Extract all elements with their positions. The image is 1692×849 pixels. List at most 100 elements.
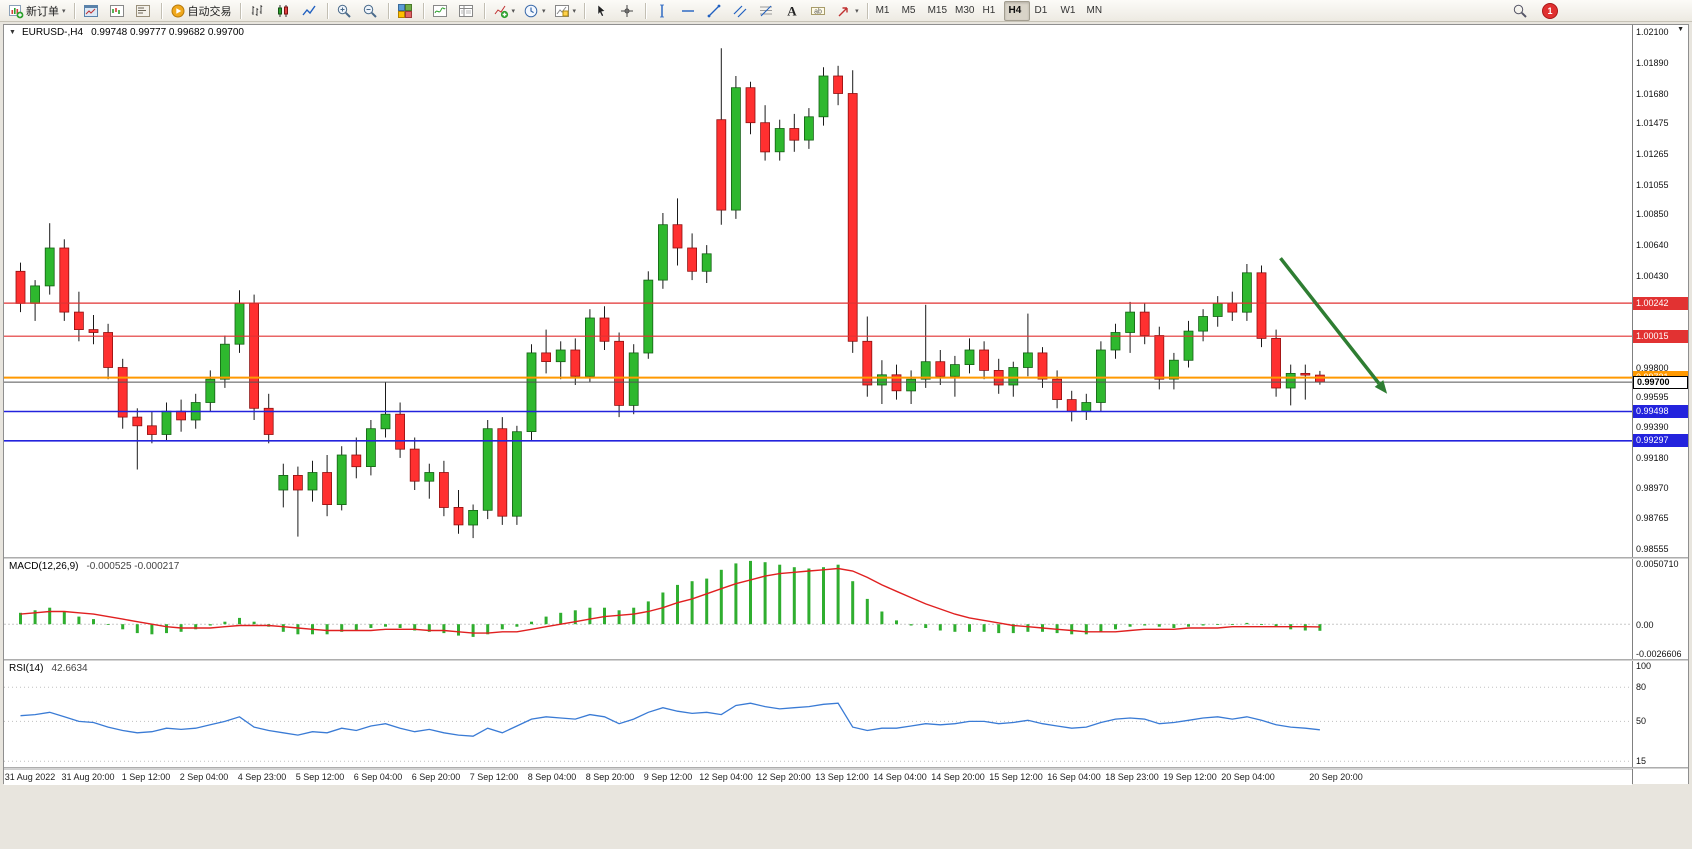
price-chart[interactable] [4,25,1632,557]
macd-bar [1172,624,1176,628]
timeframe-m1[interactable]: M1 [872,1,898,21]
macd-axis-label: -0.0026606 [1636,649,1682,659]
panel-separator-time[interactable] [4,767,1688,769]
macd-plot-area[interactable] [4,559,1632,659]
price-axis-label: 0.99390 [1636,422,1669,432]
new-order-icon [8,3,24,19]
label-button[interactable]: ab [806,1,832,21]
fibonacci-button[interactable] [754,1,780,21]
macd-bar [573,610,577,625]
symbol-period-label: EURUSD-,H4 [21,27,84,38]
macd-bar [515,624,519,627]
timeframe-m15[interactable]: M15 [924,1,951,21]
current-price-tag[interactable]: 0.99700 [1633,376,1688,389]
axis-corner [1632,769,1688,784]
zoom-out-button[interactable] [358,1,384,21]
text-button[interactable]: A [780,1,806,21]
price-axis-label: 1.01265 [1636,149,1669,159]
crosshair-button[interactable] [615,1,641,21]
trend-arrow[interactable] [1279,257,1381,385]
timeframe-w1[interactable]: W1 [1056,1,1082,21]
macd-bar [457,624,460,636]
candle-body [146,425,157,435]
macd-bar [1245,622,1249,625]
timeframe-mn[interactable]: MN [1082,1,1108,21]
timeframe-d1[interactable]: D1 [1030,1,1056,21]
macd-bar [938,624,942,631]
price-axis-label: 1.00850 [1636,209,1669,219]
auto-trading-button[interactable]: 自动交易 [166,1,236,21]
price-axis[interactable]: ▼ 1.02100 1.01890 1.01680 1.01475 1.01265 1.0… [1632,25,1688,557]
time-axis-label: 16 Sep 04:00 [1047,772,1101,782]
macd-bar [836,564,840,625]
candle-body [438,472,449,508]
trendline-button[interactable] [702,1,728,21]
data-window-button[interactable] [454,1,480,21]
caret-down-icon: ▾ [542,7,546,15]
vline-icon [654,3,670,19]
price-tag[interactable]: 0.99498 [1633,405,1688,418]
macd-bar [296,624,300,635]
timeframe-m5[interactable]: M5 [898,1,924,21]
cursor-button[interactable] [589,1,615,21]
periods-button[interactable]: ▾ [519,1,550,21]
cursor-icon [593,3,609,19]
candle-body [322,472,333,505]
timeframe-h1[interactable]: H1 [978,1,1004,21]
macd-bar [617,610,621,625]
search-button[interactable] [1508,1,1534,21]
macd-axis[interactable]: 0.0050710 0.00 -0.0026606 [1632,559,1688,659]
timeframe-m30[interactable]: M30 [951,1,978,21]
toolbar-separator [239,2,241,19]
price-tag[interactable]: 1.00242 [1633,297,1688,310]
macd-bar [530,621,533,625]
candle-body [555,349,566,363]
vline-button[interactable] [650,1,676,21]
templates-button[interactable]: ▾ [550,1,581,21]
candle-body [628,352,639,406]
bar-chart-button[interactable] [245,1,271,21]
candle-body [219,343,230,380]
candle-body [424,472,435,482]
hline-button[interactable] [676,1,702,21]
macd-chart[interactable] [4,559,1632,659]
rsi-axis[interactable]: 100 80 50 15 [1632,661,1688,767]
time-axis[interactable]: 31 Aug 2022 31 Aug 20:00 1 Sep 12:00 2 Sep … [4,769,1632,785]
candle-body [278,474,289,491]
price-plot-area[interactable] [4,25,1632,557]
candle-chart-button[interactable] [271,1,297,21]
toolbar-separator [584,2,586,19]
notifications-badge[interactable]: 1 [1542,2,1558,19]
candle-body [1271,337,1281,389]
zoom-in-button[interactable] [332,1,358,21]
candle-body [74,311,84,331]
market-watch-button[interactable] [79,1,105,21]
navigator-button[interactable] [131,1,157,21]
new-order-button[interactable]: 新订单 ▾ [4,1,70,21]
collapse-icon[interactable]: ▼ [9,29,16,36]
line-chart-button[interactable] [297,1,323,21]
toolbar-separator [387,2,389,19]
scale-arrow-icon[interactable]: ▼ [1677,26,1684,33]
macd-panel: 0.0050710 0.00 -0.0026606 MACD(12,26,9) -0… [4,559,1688,659]
time-axis-label: 18 Sep 23:00 [1105,772,1159,782]
panel-separator-rsi[interactable] [4,659,1688,661]
timeframe-h4[interactable]: H4 [1004,0,1031,21]
chart-window-button[interactable] [105,1,131,21]
price-tag[interactable]: 1.00015 [1633,330,1688,343]
add-indicator-button[interactable]: ▾ [489,1,520,21]
toolbar-button-label: M30 [955,5,975,16]
panel-separator-macd[interactable] [4,557,1688,559]
price-tag[interactable]: 0.99297 [1633,434,1688,447]
time-axis-label: 5 Sep 12:00 [295,772,345,782]
macd-bar [1260,624,1263,625]
rsi-chart[interactable] [4,661,1632,767]
candle-body [132,416,143,427]
arrows-button[interactable]: ▾ [832,1,863,21]
channel-button[interactable] [728,1,754,21]
time-axis-label: 12 Sep 04:00 [699,772,753,782]
indicators-button[interactable] [428,1,454,21]
tile-windows-button[interactable] [393,1,419,21]
rsi-plot-area[interactable] [4,661,1632,767]
